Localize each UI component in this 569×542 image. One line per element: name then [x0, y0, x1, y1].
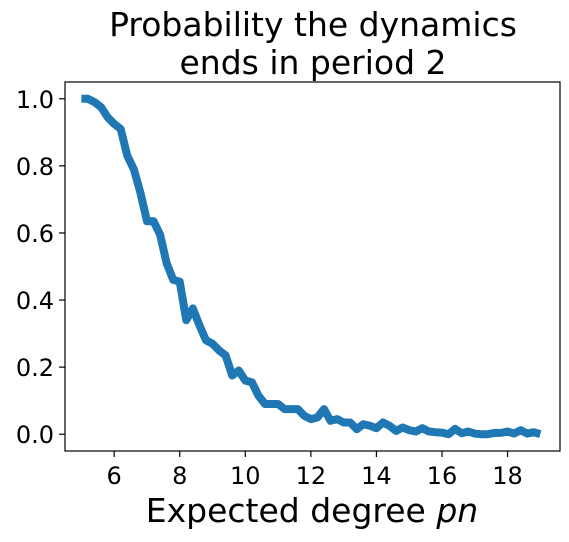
chart-title-line-2: ends in period 2 — [179, 43, 446, 82]
y-axis: 0.0 0.2 0.4 0.6 0.8 1.0 — [16, 86, 65, 449]
x-tick-label: 8 — [172, 462, 187, 490]
x-axis: 6 8 10 12 14 16 18 — [107, 451, 523, 490]
y-tick-label: 1.0 — [16, 86, 54, 114]
plot-area — [81, 94, 542, 439]
series-line-0 — [81, 94, 542, 439]
x-axis-label-prefix: Expected degree — [146, 491, 437, 530]
y-tick-label: 0.2 — [16, 354, 54, 382]
x-tick-label: 6 — [107, 462, 122, 490]
y-tick-label: 0.0 — [16, 421, 54, 449]
axes-frame — [64, 81, 561, 452]
y-tick-label: 0.6 — [16, 220, 54, 248]
x-tick-label: 16 — [427, 462, 458, 490]
x-tick-label: 18 — [492, 462, 523, 490]
y-tick-label: 0.4 — [16, 287, 54, 315]
x-axis-label: Expected degree pn — [146, 491, 478, 530]
x-tick-label: 12 — [296, 462, 327, 490]
y-tick-label: 0.8 — [16, 153, 54, 181]
x-tick-label: 10 — [230, 462, 261, 490]
x-axis-label-variable: pn — [435, 491, 478, 530]
x-tick-label: 14 — [361, 462, 392, 490]
chart-title-line-1: Probability the dynamics — [109, 5, 517, 44]
